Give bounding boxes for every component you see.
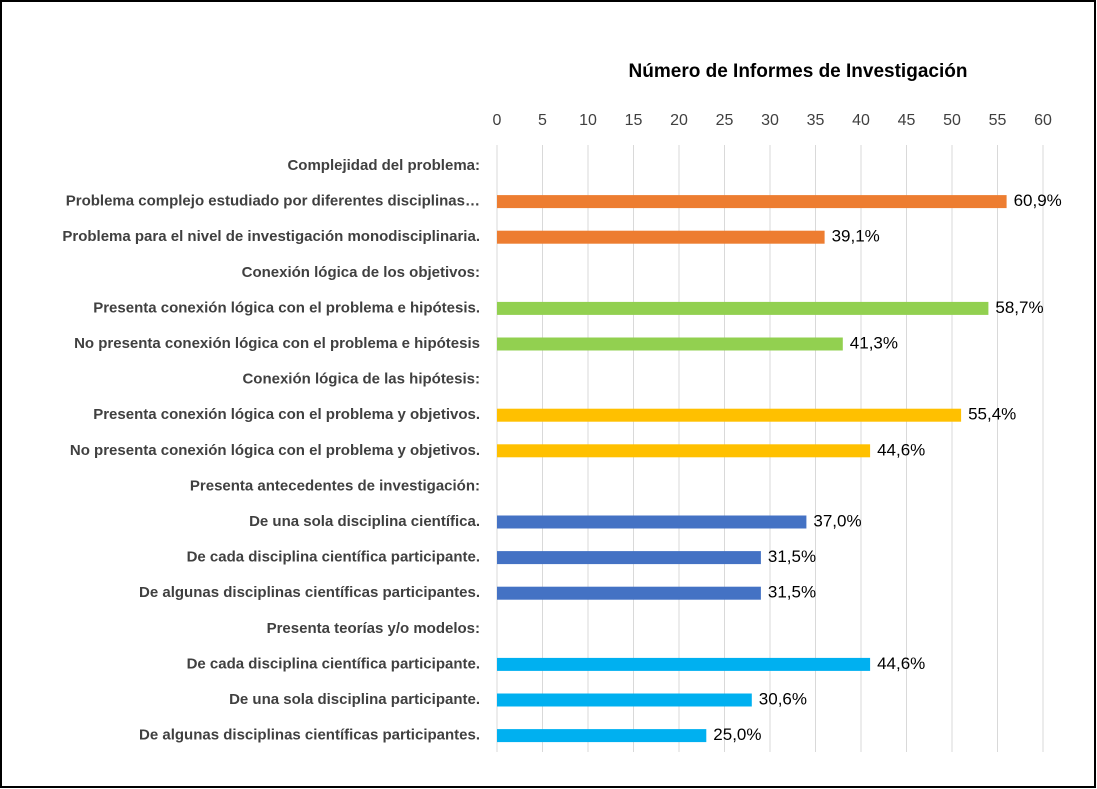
bar: [497, 551, 761, 565]
bar: [497, 657, 871, 671]
x-tick-label: 30: [761, 112, 779, 129]
y-tick-label: De algunas disciplinas científicas parti…: [139, 584, 480, 601]
chart-title: Número de Informes de Investigación: [629, 61, 968, 82]
value-label: 37,0%: [813, 511, 861, 530]
y-tick-label: Complejidad del problema:: [287, 157, 480, 174]
y-tick-label: Conexión lógica de los objetivos:: [242, 264, 480, 281]
y-tick-label: Problema complejo estudiado por diferent…: [66, 193, 480, 210]
value-label: 31,5%: [768, 583, 816, 602]
x-tick-label: 20: [670, 112, 688, 129]
value-label: 60,9%: [1014, 191, 1062, 210]
y-tick-label: Presenta conexión lógica con el problema…: [93, 406, 480, 423]
bar: [497, 301, 989, 315]
y-tick-label: Presenta teorías y/o modelos:: [267, 620, 480, 637]
y-tick-label: Problema para el nivel de investigación …: [62, 228, 480, 245]
y-tick-label: De algunas disciplinas científicas parti…: [139, 727, 480, 744]
x-tick-label: 50: [943, 112, 961, 129]
bar: [497, 693, 752, 707]
value-label: 30,6%: [759, 689, 807, 708]
y-tick-label: No presenta conexión lógica con el probl…: [74, 335, 480, 352]
bar: [497, 515, 807, 529]
x-tick-label: 45: [898, 112, 916, 129]
x-tick-label: 60: [1034, 112, 1052, 129]
x-tick-label: 55: [989, 112, 1007, 129]
bar: [497, 230, 825, 244]
y-tick-label: De cada disciplina científica participan…: [187, 549, 480, 566]
value-label: 44,6%: [877, 654, 925, 673]
value-label: 58,7%: [995, 298, 1043, 317]
x-tick-label: 40: [852, 112, 870, 129]
y-tick-label: Presenta conexión lógica con el problema…: [93, 299, 480, 316]
bar: [497, 729, 707, 743]
x-tick-label: 10: [579, 112, 597, 129]
bar: [497, 337, 843, 351]
x-tick-label: 15: [625, 112, 643, 129]
x-tick-label: 0: [493, 112, 502, 129]
value-label: 41,3%: [850, 333, 898, 352]
bar: [497, 408, 962, 422]
bar: [497, 586, 761, 600]
value-label: 44,6%: [877, 440, 925, 459]
value-label: 25,0%: [713, 725, 761, 744]
x-tick-label: 5: [538, 112, 547, 129]
value-label: 39,1%: [832, 227, 880, 246]
value-label: 31,5%: [768, 547, 816, 566]
y-tick-label: Conexión lógica de las hipótesis:: [242, 371, 480, 388]
bar: [497, 444, 871, 458]
y-tick-label: No presenta conexión lógica con el probl…: [70, 442, 480, 459]
y-tick-label: De una sola disciplina científica.: [249, 513, 480, 530]
y-tick-label: Presenta antecedentes de investigación:: [190, 477, 480, 494]
value-label: 55,4%: [968, 405, 1016, 424]
x-tick-label: 25: [716, 112, 734, 129]
bar: [497, 195, 1007, 209]
x-tick-label: 35: [807, 112, 825, 129]
y-tick-label: De cada disciplina científica participan…: [187, 655, 480, 672]
y-tick-label: De una sola disciplina participante.: [229, 691, 480, 708]
